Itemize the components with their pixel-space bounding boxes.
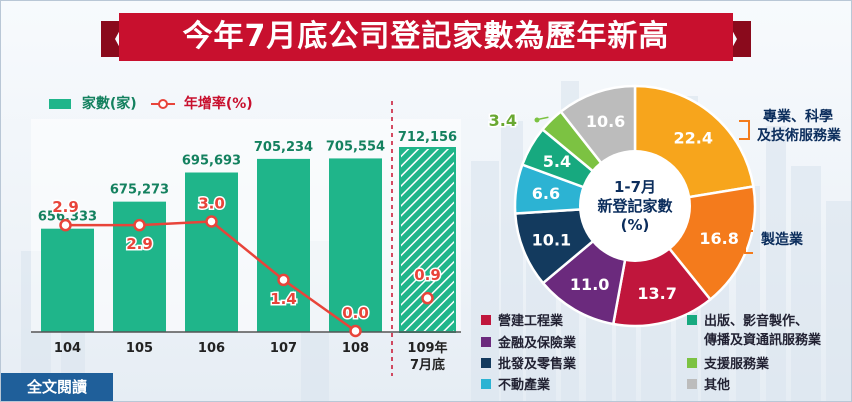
- x-tick-label: 109年 7月底: [407, 340, 447, 373]
- pie-value-label: 6.6: [532, 184, 560, 203]
- pie-leader-dot: [534, 117, 540, 123]
- pie-value-label: 3.4: [489, 111, 517, 130]
- pie-legend-label: 批發及零售業: [498, 357, 577, 372]
- bar-108: [329, 158, 382, 332]
- bar-value-label: 675,273: [110, 183, 169, 198]
- pie-legend-item: 金融及保險業: [481, 332, 576, 351]
- pie-legend-label: 支援服務業: [704, 357, 770, 372]
- growth-rate-point: [205, 215, 218, 228]
- growth-rate-label: 0.9: [414, 266, 441, 284]
- x-tick-label: 105: [126, 341, 153, 356]
- growth-rate-point: [277, 273, 290, 287]
- line-legend-label: 年增率(%): [183, 96, 253, 112]
- pie-value-label: 16.8: [699, 229, 738, 248]
- pie-legend-label: 傳播及資通訊服務業: [704, 333, 822, 348]
- pie-legend-item: 支援服務業: [687, 353, 769, 372]
- pie-legend-swatch: [687, 357, 697, 368]
- pie-legend-swatch: [687, 378, 697, 389]
- callout-manufacturing: 製造業: [760, 231, 804, 248]
- title-banner: 今年7月底公司登記家數為歷年新高: [101, 9, 751, 65]
- bar-value-label: 705,554: [326, 139, 385, 154]
- growth-rate-point: [59, 218, 72, 232]
- pie-legend-label: 不動產業: [498, 378, 551, 393]
- pie-legend-swatch: [481, 314, 491, 325]
- bar-legend-swatch: [49, 99, 71, 109]
- pie-legend-label: 其他: [704, 378, 731, 393]
- line-legend-swatch: [151, 99, 175, 109]
- pie-legend-swatch: [481, 357, 491, 368]
- pie-value-label: 22.4: [673, 128, 712, 147]
- growth-rate-point: [421, 291, 434, 305]
- pie-center: [579, 150, 691, 262]
- pie-value-label: 10.1: [532, 230, 571, 249]
- pie-legend-label: 金融及保險業: [498, 336, 577, 351]
- bar-106: [185, 172, 238, 332]
- pie-center-label: (%): [621, 216, 650, 234]
- pie-center-label: 新登記家數: [597, 197, 672, 215]
- bar-value-label: 695,693: [182, 154, 241, 169]
- line-legend: 年增率(%): [151, 93, 253, 113]
- bar-value-label: 712,156: [398, 130, 457, 145]
- pie-value-label: 13.7: [637, 284, 676, 303]
- bar-legend-label: 家數(家): [81, 96, 137, 112]
- pie-legend-item: 其他: [687, 374, 730, 393]
- growth-rate-point: [349, 324, 362, 338]
- growth-rate-label: 1.4: [270, 290, 297, 308]
- x-tick-label: 108: [342, 341, 369, 356]
- growth-rate-label: 2.9: [52, 198, 79, 216]
- bar-104: [41, 228, 94, 332]
- growth-rate-point: [133, 218, 146, 232]
- pie-legend-item: 出版、影音製作、 傳播及資通訊服務業: [687, 310, 821, 348]
- x-tick-label: 106: [198, 341, 225, 356]
- pie-value-label: 11.0: [570, 275, 609, 294]
- pie-legend-item: 不動產業: [481, 374, 550, 393]
- skyline-building: [766, 126, 786, 401]
- pie-legend-label: 營建工程業: [498, 314, 564, 329]
- read-full-button[interactable]: 全文閱讀: [1, 373, 113, 401]
- title-ribbon: [101, 13, 751, 61]
- bar-107: [257, 158, 310, 332]
- growth-rate-label: 0.0: [342, 304, 369, 322]
- pie-value-label: 5.4: [543, 152, 571, 171]
- callout-professional: 專業、科學及技術服務業: [757, 108, 842, 144]
- pie-legend-item: 營建工程業: [481, 310, 563, 329]
- growth-rate-label: 3.0: [198, 195, 225, 213]
- page-title: 今年7月底公司登記家數為歷年新高: [182, 19, 670, 54]
- bar-legend: 家數(家): [49, 93, 137, 113]
- pie-legend-item: 批發及零售業: [481, 353, 576, 372]
- pie-legend-swatch: [481, 378, 491, 389]
- skyline-building: [791, 166, 821, 401]
- callout-bracket: [739, 120, 750, 140]
- pie-legend-swatch: [481, 336, 491, 347]
- bar-value-label: 656,333: [38, 210, 97, 225]
- pie-legend-swatch: [687, 314, 697, 325]
- callout-bracket: [744, 230, 753, 254]
- x-tick-label: 107: [270, 341, 297, 356]
- x-tick-label: 104: [54, 341, 81, 356]
- pie-value-label: 10.6: [586, 112, 625, 131]
- pie-center-label: 1-7月: [614, 178, 656, 196]
- bar-value-label: 705,234: [254, 140, 313, 155]
- pie-legend-label: 出版、影音製作、: [704, 314, 809, 329]
- skyline-building: [826, 201, 851, 401]
- growth-rate-label: 2.9: [126, 235, 153, 253]
